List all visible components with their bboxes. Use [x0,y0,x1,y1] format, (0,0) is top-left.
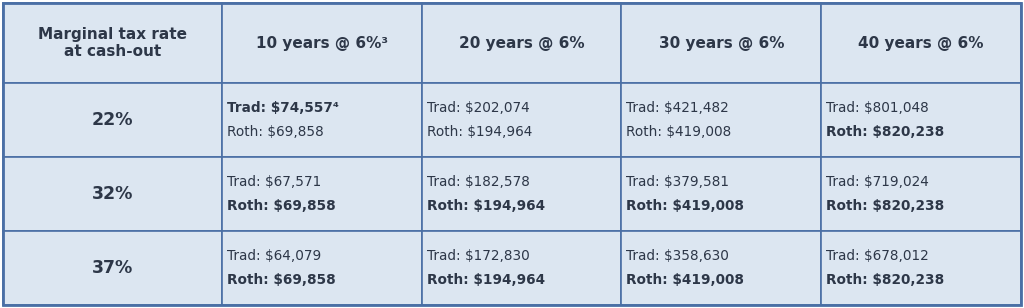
Text: Trad: $172,830: Trad: $172,830 [427,249,529,263]
Text: Trad: $358,630: Trad: $358,630 [627,249,729,263]
Text: 22%: 22% [92,111,133,129]
Bar [422,3,622,83]
Bar [622,3,821,83]
Bar [222,157,422,231]
Bar [821,157,1021,231]
Bar [3,3,222,83]
Text: Trad: $202,074: Trad: $202,074 [427,101,529,115]
Bar [222,83,422,157]
Bar [422,157,622,231]
Text: 10 years @ 6%³: 10 years @ 6%³ [256,35,388,51]
Text: Roth: $194,964: Roth: $194,964 [427,273,545,287]
Bar [622,157,821,231]
Text: Roth: $419,008: Roth: $419,008 [627,273,744,287]
Text: Roth: $419,008: Roth: $419,008 [627,125,732,139]
Text: 32%: 32% [92,185,133,203]
Bar [622,83,821,157]
Text: Roth: $820,238: Roth: $820,238 [826,125,944,139]
Text: Trad: $67,571: Trad: $67,571 [227,175,322,189]
Text: 20 years @ 6%: 20 years @ 6% [459,35,585,51]
Text: Roth: $69,858: Roth: $69,858 [227,125,324,139]
Text: Marginal tax rate
at cash-out: Marginal tax rate at cash-out [38,27,187,59]
Text: Trad: $421,482: Trad: $421,482 [627,101,729,115]
Text: Trad: $379,581: Trad: $379,581 [627,175,729,189]
Bar [422,231,622,305]
Text: Trad: $182,578: Trad: $182,578 [427,175,529,189]
Text: 30 years @ 6%: 30 years @ 6% [658,35,784,51]
Text: Trad: $74,557⁴: Trad: $74,557⁴ [227,101,339,115]
Text: Trad: $64,079: Trad: $64,079 [227,249,322,263]
Text: Roth: $69,858: Roth: $69,858 [227,199,336,213]
Bar [3,157,222,231]
Text: Trad: $719,024: Trad: $719,024 [826,175,929,189]
Bar [821,83,1021,157]
Text: Trad: $801,048: Trad: $801,048 [826,101,929,115]
Bar [622,231,821,305]
Bar [422,83,622,157]
Text: Trad: $678,012: Trad: $678,012 [826,249,929,263]
Text: Roth: $194,964: Roth: $194,964 [427,199,545,213]
Text: 37%: 37% [92,259,133,277]
Text: Roth: $419,008: Roth: $419,008 [627,199,744,213]
Bar [821,231,1021,305]
Bar [821,3,1021,83]
Bar [3,231,222,305]
Text: 40 years @ 6%: 40 years @ 6% [858,35,984,51]
Text: Roth: $820,238: Roth: $820,238 [826,273,944,287]
Bar [222,231,422,305]
Text: Roth: $820,238: Roth: $820,238 [826,199,944,213]
Text: Roth: $69,858: Roth: $69,858 [227,273,336,287]
Bar [222,3,422,83]
Text: Roth: $194,964: Roth: $194,964 [427,125,532,139]
Bar [3,83,222,157]
